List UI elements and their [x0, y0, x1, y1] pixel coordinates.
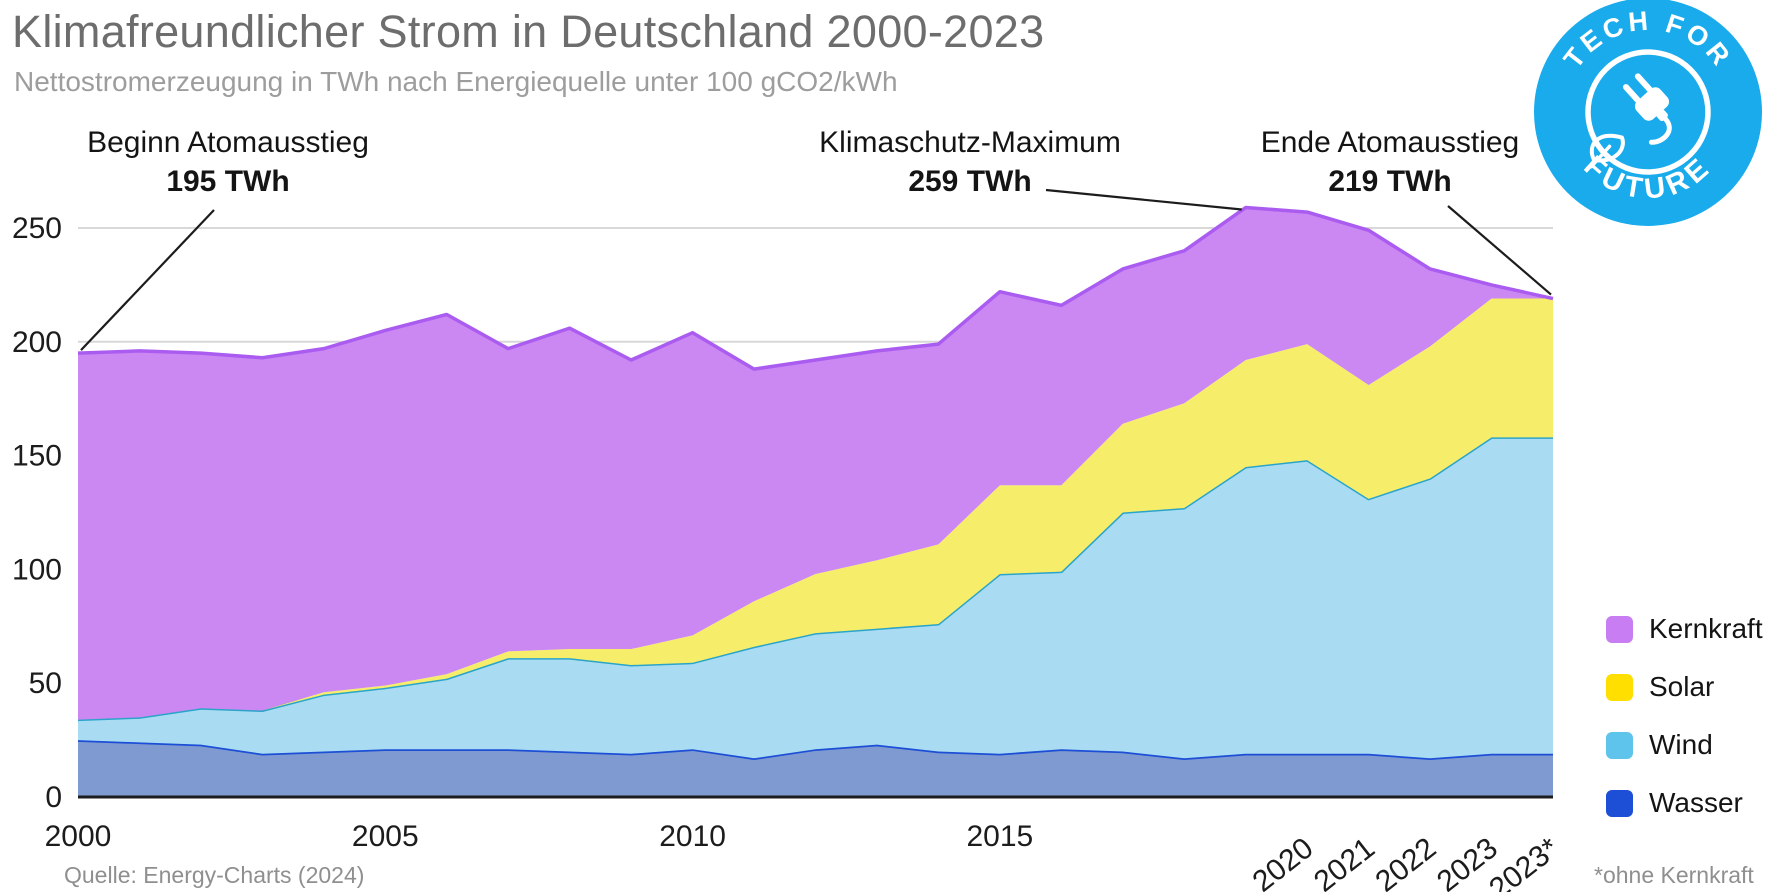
annotation-value: 195 TWh: [166, 165, 290, 198]
y-axis-labels: 0 50 100 150 200 250: [12, 212, 62, 814]
annotation-label: Klimaschutz-Maximum: [819, 126, 1121, 159]
x-tick-label: 2015: [967, 820, 1034, 853]
legend-label: Solar: [1649, 671, 1715, 702]
y-tick-label: 200: [12, 326, 62, 359]
y-tick-label: 100: [12, 553, 62, 586]
annotation-label: Beginn Atomausstieg: [87, 126, 369, 159]
legend-item-wasser: Wasser: [1606, 786, 1763, 820]
plug-icon: [1622, 73, 1672, 145]
area-solar: [78, 298, 1553, 720]
legend-chip-kernkraft: [1606, 615, 1633, 643]
tech-for-future-logo: TECH FOR FUTURE: [1534, 0, 1762, 226]
x-tick-label: 2005: [352, 820, 419, 853]
boundary-kernkraft: [77, 205, 1554, 371]
leaf-icon: [1589, 133, 1625, 169]
legend-item-solar: Solar: [1606, 670, 1763, 704]
annotation-value: 219 TWh: [1328, 165, 1452, 198]
x-tick-label: 2010: [659, 820, 726, 853]
y-tick-label: 50: [29, 667, 62, 700]
x-tick-label-rotated: 2020: [1247, 832, 1320, 892]
legend-chip-solar: [1606, 673, 1633, 701]
y-tick-label: 150: [12, 440, 62, 473]
area-wind: [78, 437, 1553, 759]
annotation-beginn-atomausstieg: Beginn Atomausstieg 195 TWh: [48, 126, 408, 199]
legend-chip-wasser: [1606, 789, 1633, 817]
y-tick-label: 250: [12, 212, 62, 245]
source-credit: Quelle: Energy-Charts (2024): [64, 862, 365, 888]
annotation-leader-line: [80, 209, 215, 351]
chart-legend: Kernkraft Solar Wind Wasser: [1606, 612, 1763, 844]
annotation-lines: [80, 188, 1552, 351]
legend-label: Wasser: [1649, 787, 1743, 818]
logo-inner-ring: [1585, 49, 1711, 175]
annotation-ende-atomausstieg: Ende Atomausstieg 219 TWh: [1210, 126, 1570, 199]
page-subtitle: Nettostromerzeugung in TWh nach Energieq…: [14, 66, 898, 97]
legend-chip-wind: [1606, 731, 1633, 759]
x-tick-label-rotated: 2022: [1369, 832, 1442, 892]
page-title: Klimafreundlicher Strom in Deutschland 2…: [12, 6, 1045, 57]
annotation-leader-line: [1045, 188, 1242, 211]
legend-label: Wind: [1649, 729, 1713, 760]
area-kernkraft: [78, 207, 1553, 720]
y-tick-label: 0: [45, 781, 62, 814]
legend-label: Kernkraft: [1649, 613, 1763, 644]
annotation-value: 259 TWh: [908, 165, 1032, 198]
x-tick-label: 2000: [45, 820, 112, 853]
area-wasser: [78, 740, 1553, 797]
annotation-leader-line: [1447, 205, 1552, 296]
legend-item-kernkraft: Kernkraft: [1606, 612, 1763, 646]
legend-item-wind: Wind: [1606, 728, 1763, 762]
annotation-klimaschutz-maximum: Klimaschutz-Maximum 259 TWh: [790, 126, 1150, 199]
annotation-label: Ende Atomausstieg: [1260, 126, 1520, 159]
x-tick-label-rotated: 2021: [1308, 832, 1381, 892]
footnote: *ohne Kernkraft: [1594, 862, 1754, 888]
